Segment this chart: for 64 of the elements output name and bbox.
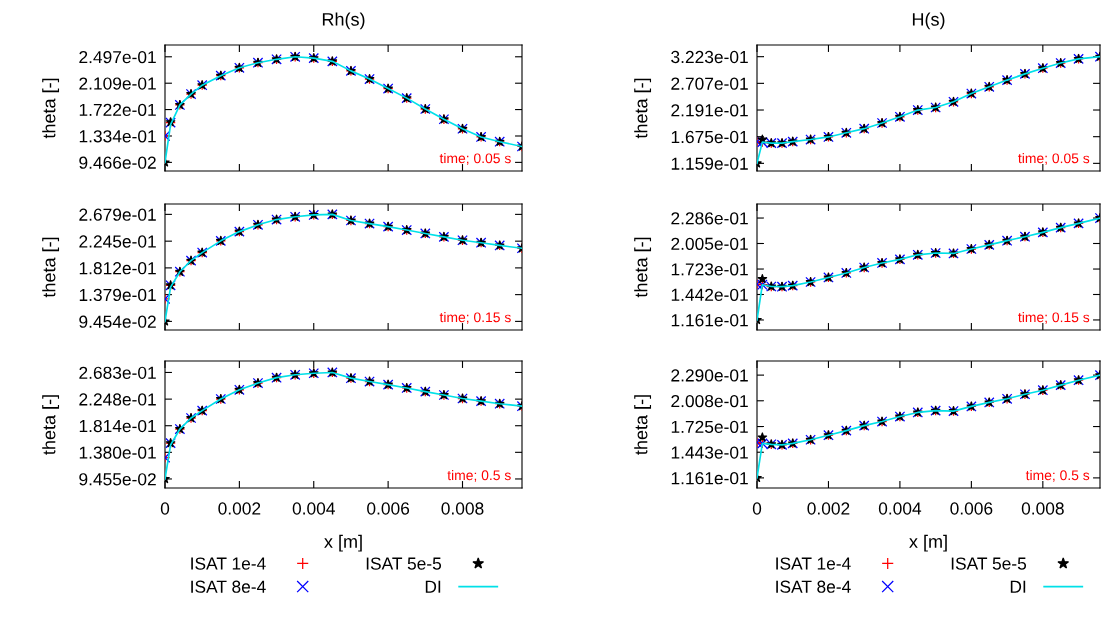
x-tick-label: 0	[160, 502, 170, 515]
x-tick-label: 0.006	[367, 502, 410, 515]
x-tick-label: 0.002	[218, 502, 261, 515]
y-tick-label: 2.683e-01	[79, 366, 156, 379]
y-tick-label: 1.725e-01	[671, 420, 748, 434]
x-tick-label: 0.004	[878, 502, 922, 515]
y-axis-title: theta [-]	[42, 395, 60, 455]
chart-title: Rh(s)	[322, 12, 365, 30]
y-tick-label: 1.379e-01	[79, 288, 156, 302]
y-tick-label: 1.722e-01	[79, 103, 156, 117]
y-tick-label: 2.707e-01	[671, 77, 748, 90]
y-tick-label: 9.455e-02	[79, 473, 156, 486]
y-tick-label: 1.159e-01	[671, 157, 748, 170]
y-axis-title: theta [-]	[42, 237, 60, 298]
legend-label: ISAT 1e-4	[191, 557, 266, 570]
y-tick-label: 2.497e-01	[79, 50, 156, 64]
y-axis-title: theta [-]	[634, 395, 652, 455]
annotation: time; 0.5 s	[447, 469, 511, 482]
y-tick-label: 2.248e-01	[79, 393, 156, 406]
x-tick-label: 0.002	[807, 502, 850, 515]
legend-label: ISAT 8e-4	[776, 580, 851, 593]
chart-title: H(s)	[912, 12, 945, 30]
legend-label: ISAT 5e-5	[366, 557, 442, 570]
x-tick-label: 0.008	[441, 502, 484, 515]
legend-label: DI	[1010, 580, 1026, 593]
y-tick-label: 2.005e-01	[671, 237, 748, 250]
y-tick-label: 2.245e-01	[79, 235, 156, 248]
x-tick-label: 0.008	[1021, 502, 1064, 515]
y-tick-label: 1.814e-01	[79, 419, 156, 433]
y-tick-label: 2.008e-01	[671, 394, 748, 408]
legend-label: DI	[425, 580, 441, 593]
y-tick-label: 1.812e-01	[79, 262, 156, 275]
y-axis-title: theta [-]	[634, 78, 652, 139]
legend-label: ISAT 1e-4	[776, 557, 851, 570]
annotation: time; 0.05 s	[1018, 153, 1090, 165]
x-tick-label: 0.004	[292, 502, 335, 515]
annotation: time; 0.05 s	[439, 153, 511, 165]
y-tick-label: 1.161e-01	[671, 314, 748, 327]
y-tick-label: 2.286e-01	[671, 212, 748, 225]
y-tick-label: 2.191e-01	[671, 104, 748, 117]
x-axis-title: x [m]	[909, 534, 947, 552]
y-tick-label: 1.380e-01	[79, 446, 156, 459]
annotation: time; 0.15 s	[1018, 312, 1090, 324]
annotation: time; 0.15 s	[439, 312, 511, 324]
y-tick-label: 1.675e-01	[671, 130, 748, 144]
y-tick-label: 2.679e-01	[79, 208, 156, 221]
legend-label: ISAT 8e-4	[191, 580, 266, 593]
y-tick-label: 1.334e-01	[79, 130, 156, 143]
x-tick-label: 0.006	[950, 502, 993, 515]
y-axis-title: theta [-]	[634, 237, 652, 298]
y-tick-label: 9.454e-02	[79, 315, 156, 328]
y-tick-label: 1.161e-01	[671, 472, 748, 485]
legend-label: ISAT 5e-5	[951, 557, 1027, 570]
y-tick-label: 3.223e-01	[671, 50, 748, 64]
y-tick-label: 1.442e-01	[671, 288, 748, 301]
y-tick-label: 9.466e-02	[79, 156, 156, 169]
x-tick-label: 0	[752, 502, 762, 515]
y-tick-label: 2.109e-01	[79, 77, 156, 90]
y-tick-label: 1.723e-01	[671, 263, 748, 276]
x-axis-title: x [m]	[324, 534, 362, 552]
annotation: time; 0.5 s	[1025, 469, 1090, 482]
y-tick-label: 2.290e-01	[671, 369, 748, 382]
y-axis-title: theta [-]	[42, 78, 60, 139]
y-tick-label: 1.443e-01	[671, 446, 748, 459]
